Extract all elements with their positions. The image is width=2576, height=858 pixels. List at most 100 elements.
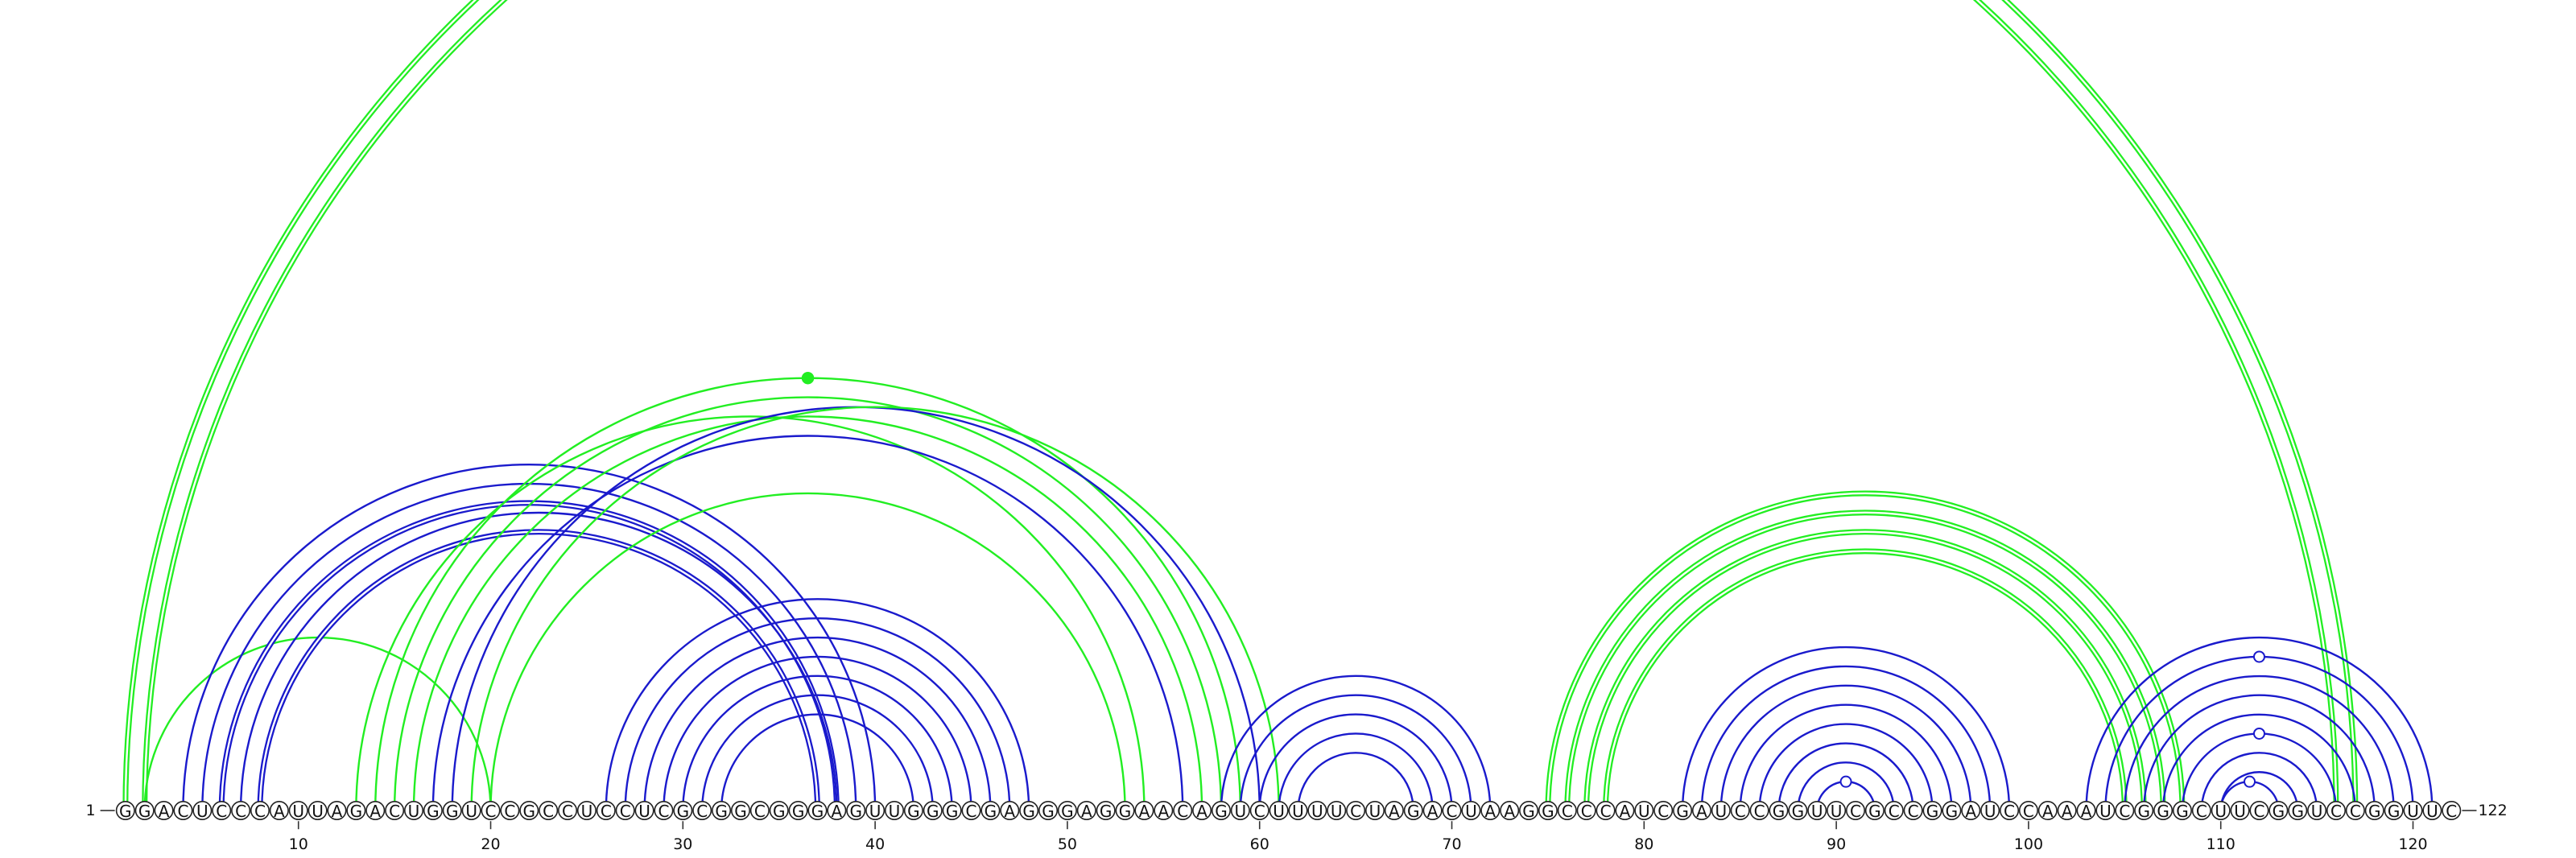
nucleotide-115: U [2307,800,2327,821]
nucleotide-12: A [327,800,347,821]
nucleotide-letter: C [1735,802,1746,821]
nucleotide-letter: G [2157,802,2169,821]
nucleotide-circle [1230,800,1250,820]
nucleotide-circle [2326,800,2347,820]
nucleotide-62: U [1288,800,1308,821]
nucleotide-circle [1903,800,1923,820]
nucleotide-7: C [231,800,251,821]
nucleotide-circle [673,800,693,820]
nucleotide-28: U [634,800,654,821]
nucleotide-circle [1076,800,1096,820]
nucleotide-circle [1596,800,1616,820]
nucleotide-circle [1249,800,1269,820]
arc-75-108-inner [1546,492,2184,811]
tick-label-70: 70 [1442,835,1461,853]
arc-106-118 [2143,694,2376,811]
nucleotide-88: G [1788,800,1808,821]
nucleotide-31: C [692,800,712,821]
nucleotide-41: U [885,800,905,821]
nucleotide-letter: C [1350,802,1361,821]
nucleotide-circle [1673,800,1693,820]
nucleotide-58: G [1211,800,1231,821]
nucleotide-letter: G [427,802,440,821]
nucleotide-49: G [1038,800,1059,821]
nucleotide-101: A [2037,800,2058,821]
nucleotide-2: G [134,800,155,821]
nucleotide-letter: G [2291,802,2304,821]
nucleotide-63: U [1307,800,1327,821]
nucleotide-circle [1864,800,1885,820]
nucleotide-letter: A [1139,802,1150,821]
nucleotide-letter: C [2004,802,2015,821]
nucleotide-53: G [1115,800,1135,821]
nucleotide-36: G [788,800,808,821]
nucleotide-circle [2153,800,2174,820]
nucleotide-circle [749,800,770,820]
nucleotide-4: C [173,800,193,821]
nucleotide-circle [403,800,423,820]
nucleotide-circle [1307,800,1327,820]
nucleotide-letter: C [389,802,400,821]
nucleotide-circle [269,800,289,820]
nucleotide-letter: A [274,802,285,821]
nucleotide-46: G [980,800,1001,821]
nucleotide-111: U [2230,800,2250,821]
nucleotide-letter: G [1946,802,1959,821]
arc-32-42 [720,713,915,811]
nucleotide-circle [1173,800,1193,820]
arc-87-94 [1777,742,1914,811]
arc-88-93 [1797,761,1895,811]
nucleotide-106: G [2134,800,2154,821]
nucleotide-52: G [1096,800,1116,821]
nucleotide-circle [2095,800,2116,820]
nucleotide-82: G [1673,800,1693,821]
nucleotide-letter: U [1235,802,1247,821]
nucleotide-76: C [1557,800,1577,821]
nucleotide-87: G [1769,800,1789,821]
nucleotide-letter: C [504,802,515,821]
nucleotide-letter: C [1754,802,1765,821]
nucleotide-113: G [2268,800,2289,821]
nucleotide-circle [385,800,405,820]
nucleotide-circle [346,800,366,820]
nucleotide-86: C [1749,800,1769,821]
tick-label-30: 30 [673,835,692,853]
nucleotide-letter: C [235,802,246,821]
nucleotide-letter: C [2330,802,2342,821]
arc-76-107-inner [1566,511,2165,811]
nucleotide-102: A [2057,800,2077,821]
nucleotide-118: G [2364,800,2384,821]
nucleotide-78: C [1596,800,1616,821]
nucleotide-circle [865,800,886,820]
nucleotide-circle [500,800,520,820]
nucleotide-letter: U [312,802,324,821]
nucleotide-letter: C [620,802,631,821]
nucleotide-letter: U [1465,802,1477,821]
nucleotide-letter: U [889,802,901,821]
nucleotide-letter: A [332,802,343,821]
nucleotide-letter: G [1100,802,1113,821]
nucleotide-letter: G [1407,802,1420,821]
nucleotide-92: G [1864,800,1885,821]
nucleotide-letter: G [773,802,786,821]
arc-31-43 [701,694,934,811]
nucleotide-104: U [2095,800,2116,821]
nucleotide-34: C [749,800,770,821]
nucleotide-circle [1942,800,1962,820]
nucleotide-letter: U [1311,802,1323,821]
nucleotide-circle [769,800,789,820]
nucleotide-circle [365,800,386,820]
nucleotide-letter: U [1273,802,1285,821]
nucleotide-29: C [654,800,674,821]
nucleotide-letter: U [1715,802,1728,821]
nucleotide-circle [807,800,828,820]
nucleotide-letter: U [581,802,593,821]
arc-110-114 [2219,771,2299,811]
nucleotide-14: A [365,800,386,821]
nucleotide-letter: U [2234,802,2246,821]
nucleotide-70: C [1442,800,1462,821]
nucleotide-letter: U [1369,802,1381,821]
nucleotide-circle [2288,800,2308,820]
arc-19-61 [470,406,1280,811]
nucleotide-letter: C [2350,802,2361,821]
